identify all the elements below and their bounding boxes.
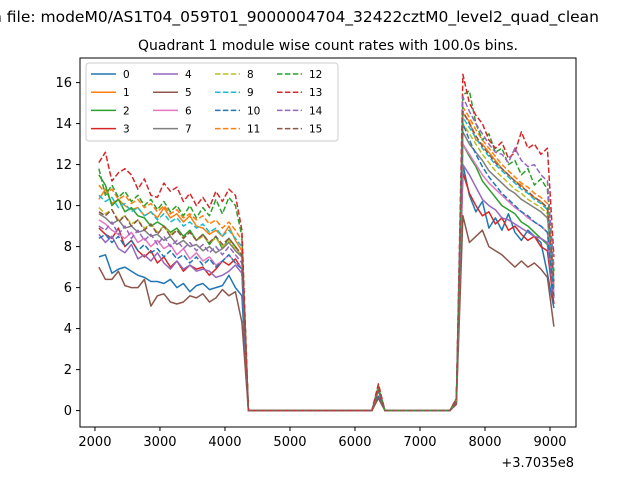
- y-tick-label: 14: [55, 117, 72, 132]
- x-tick-label: 6000: [338, 435, 371, 450]
- y-tick-label: 4: [64, 322, 72, 337]
- legend-label-1: 1: [123, 87, 130, 99]
- y-tick-label: 16: [55, 76, 72, 91]
- x-tick-label: 5000: [273, 435, 306, 450]
- y-tick-label: 8: [64, 240, 72, 255]
- legend-label-8: 8: [247, 69, 254, 81]
- y-tick-label: 10: [55, 199, 72, 214]
- legend-label-15: 15: [309, 124, 322, 136]
- series-layer: [98, 73, 555, 412]
- x-tick-label: 2000: [78, 435, 111, 450]
- chart-title: Quadrant 1 module wise count rates with …: [138, 38, 518, 54]
- legend-label-14: 14: [309, 105, 323, 117]
- series-line-13: [98, 73, 555, 412]
- legend-label-13: 13: [309, 87, 322, 99]
- x-tick-label: 9000: [533, 435, 566, 450]
- plot-area-frame: [79, 57, 577, 428]
- legend-label-3: 3: [123, 124, 130, 136]
- x-tick-label: 3000: [143, 435, 176, 450]
- legend-label-2: 2: [123, 105, 130, 117]
- x-tick-label: 7000: [403, 435, 436, 450]
- legend-label-7: 7: [185, 124, 192, 136]
- figure-suptitle: n file: modeM0/AS1T04_059T01_9000004704_…: [0, 8, 599, 27]
- x-tick-label: 4000: [208, 435, 241, 450]
- legend-label-5: 5: [185, 87, 192, 99]
- x-axis: 2000 3000 4000 5000 6000 7000 8000 9000: [78, 427, 567, 450]
- legend-label-11: 11: [247, 124, 260, 136]
- legend-label-9: 9: [247, 87, 254, 99]
- y-tick-label: 12: [55, 158, 72, 173]
- y-tick-label: 0: [64, 404, 72, 419]
- x-offset-label: +3.7035e8: [501, 456, 574, 471]
- legend-label-10: 10: [247, 105, 260, 117]
- legend-label-0: 0: [123, 69, 130, 81]
- y-axis: 0 2 4 6 8 10 12 14 16: [55, 76, 80, 419]
- legend-label-4: 4: [185, 69, 192, 81]
- x-tick-label: 8000: [468, 435, 501, 450]
- series-line-15: [98, 110, 555, 412]
- legend-frame: [85, 62, 339, 142]
- legend-label-12: 12: [309, 69, 322, 81]
- series-line-14: [98, 96, 555, 412]
- y-tick-label: 6: [64, 281, 72, 296]
- y-tick-label: 2: [64, 363, 72, 378]
- legend-label-6: 6: [185, 105, 192, 117]
